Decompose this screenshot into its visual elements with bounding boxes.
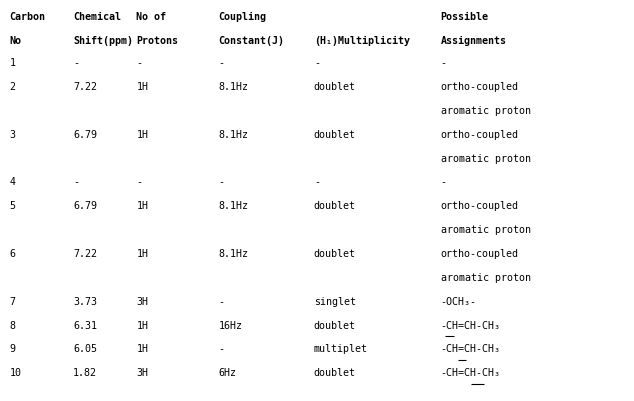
Text: doublet: doublet xyxy=(314,130,356,140)
Text: -OCH₃-: -OCH₃- xyxy=(441,297,477,307)
Text: -: - xyxy=(73,178,79,187)
Text: -: - xyxy=(314,58,320,68)
Text: 8.1Hz: 8.1Hz xyxy=(219,130,249,140)
Text: -: - xyxy=(136,58,142,68)
Text: 1H: 1H xyxy=(136,130,148,140)
Text: 8.1Hz: 8.1Hz xyxy=(219,201,249,211)
Text: 7.22: 7.22 xyxy=(73,82,97,92)
Text: 1H: 1H xyxy=(136,249,148,259)
Text: multiplet: multiplet xyxy=(314,344,368,354)
Text: Assignments: Assignments xyxy=(441,36,507,46)
Text: ortho-coupled: ortho-coupled xyxy=(441,249,519,259)
Text: 9: 9 xyxy=(10,344,15,354)
Text: aromatic proton: aromatic proton xyxy=(441,154,531,164)
Text: -: - xyxy=(441,58,446,68)
Text: 10: 10 xyxy=(10,369,22,379)
Text: doublet: doublet xyxy=(314,369,356,379)
Text: 8.1Hz: 8.1Hz xyxy=(219,249,249,259)
Text: (H₁)Multiplicity: (H₁)Multiplicity xyxy=(314,36,410,46)
Text: 5: 5 xyxy=(10,201,15,211)
Text: 7.22: 7.22 xyxy=(73,249,97,259)
Text: 6: 6 xyxy=(10,249,15,259)
Text: 1.82: 1.82 xyxy=(73,369,97,379)
Text: 6Hz: 6Hz xyxy=(219,369,236,379)
Text: Protons: Protons xyxy=(136,36,178,46)
Text: 8: 8 xyxy=(10,321,15,331)
Text: 3.73: 3.73 xyxy=(73,297,97,307)
Text: Coupling: Coupling xyxy=(219,12,267,22)
Text: -: - xyxy=(219,178,224,187)
Text: aromatic proton: aromatic proton xyxy=(441,273,531,283)
Text: Possible: Possible xyxy=(441,12,489,22)
Text: doublet: doublet xyxy=(314,321,356,331)
Text: Carbon: Carbon xyxy=(10,12,46,22)
Text: 8.1Hz: 8.1Hz xyxy=(219,82,249,92)
Text: 4: 4 xyxy=(10,178,15,187)
Text: doublet: doublet xyxy=(314,201,356,211)
Text: 3H: 3H xyxy=(136,369,148,379)
Text: 6.31: 6.31 xyxy=(73,321,97,331)
Text: 2: 2 xyxy=(10,82,15,92)
Text: 1H: 1H xyxy=(136,321,148,331)
Text: -CH=CH-CH₃: -CH=CH-CH₃ xyxy=(441,369,501,379)
Text: 1H: 1H xyxy=(136,344,148,354)
Text: No: No xyxy=(10,36,22,46)
Text: Constant(J): Constant(J) xyxy=(219,36,285,46)
Text: -: - xyxy=(219,58,224,68)
Text: 1: 1 xyxy=(10,58,15,68)
Text: doublet: doublet xyxy=(314,82,356,92)
Text: -CH=CH-CH₃: -CH=CH-CH₃ xyxy=(441,321,501,331)
Text: 16Hz: 16Hz xyxy=(219,321,243,331)
Text: -: - xyxy=(136,178,142,187)
Text: singlet: singlet xyxy=(314,297,356,307)
Text: -: - xyxy=(314,178,320,187)
Text: 1H: 1H xyxy=(136,82,148,92)
Text: -CH=CH-CH₃: -CH=CH-CH₃ xyxy=(441,344,501,354)
Text: No of: No of xyxy=(136,12,166,22)
Text: 7: 7 xyxy=(10,297,15,307)
Text: Shift(ppm): Shift(ppm) xyxy=(73,36,133,46)
Text: 6.05: 6.05 xyxy=(73,344,97,354)
Text: 6.79: 6.79 xyxy=(73,130,97,140)
Text: ortho-coupled: ortho-coupled xyxy=(441,201,519,211)
Text: 6.79: 6.79 xyxy=(73,201,97,211)
Text: doublet: doublet xyxy=(314,249,356,259)
Text: aromatic proton: aromatic proton xyxy=(441,225,531,235)
Text: 1H: 1H xyxy=(136,201,148,211)
Text: ortho-coupled: ortho-coupled xyxy=(441,130,519,140)
Text: aromatic proton: aromatic proton xyxy=(441,106,531,116)
Text: -: - xyxy=(219,297,224,307)
Text: Chemical: Chemical xyxy=(73,12,121,22)
Text: 3: 3 xyxy=(10,130,15,140)
Text: -: - xyxy=(441,178,446,187)
Text: -: - xyxy=(219,344,224,354)
Text: 3H: 3H xyxy=(136,297,148,307)
Text: -: - xyxy=(73,58,79,68)
Text: ortho-coupled: ortho-coupled xyxy=(441,82,519,92)
